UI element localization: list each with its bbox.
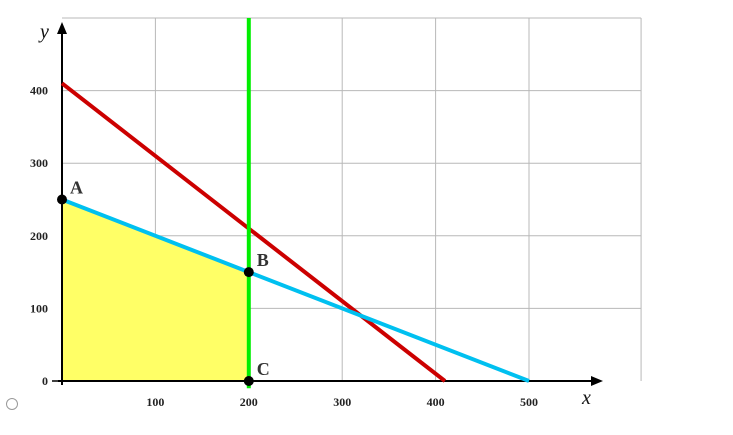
x-tick-label-500: 500 [520, 395, 538, 409]
x-tick-label-200: 200 [240, 395, 258, 409]
y-tick-label-300: 300 [30, 156, 48, 170]
x-tick-label-400: 400 [427, 395, 445, 409]
point-label-C: C [257, 359, 270, 379]
y-axis-label: y [38, 21, 49, 43]
feasible-region-layer [62, 199, 249, 381]
feasible-region [62, 199, 249, 381]
y-axis-arrow [57, 22, 67, 34]
y-tick-label-200: 200 [30, 229, 48, 243]
corner-points: A B C [57, 178, 270, 386]
y-tick-label-400: 400 [30, 84, 48, 98]
answer-option-radio[interactable] [6, 398, 18, 410]
series-line-0 [60, 81, 447, 383]
series-line-1 [61, 197, 530, 383]
series-lines [60, 18, 530, 389]
point-B [243, 267, 254, 278]
point-label-B: B [257, 250, 269, 270]
point-C [243, 376, 254, 386]
y-tick-label-100: 100 [30, 301, 48, 315]
x-axis-arrow [591, 376, 603, 386]
x-tick-label-300: 300 [333, 395, 351, 409]
point-A [57, 194, 67, 205]
axes: x y [38, 21, 603, 409]
x-axis-label: x [581, 387, 591, 409]
point-label-A: A [70, 178, 83, 198]
y-tick-label-0: 0 [42, 374, 48, 388]
tick-labels: 100 200 300 400 500 0 100 200 300 400 [30, 84, 538, 409]
x-tick-label-100: 100 [146, 395, 164, 409]
